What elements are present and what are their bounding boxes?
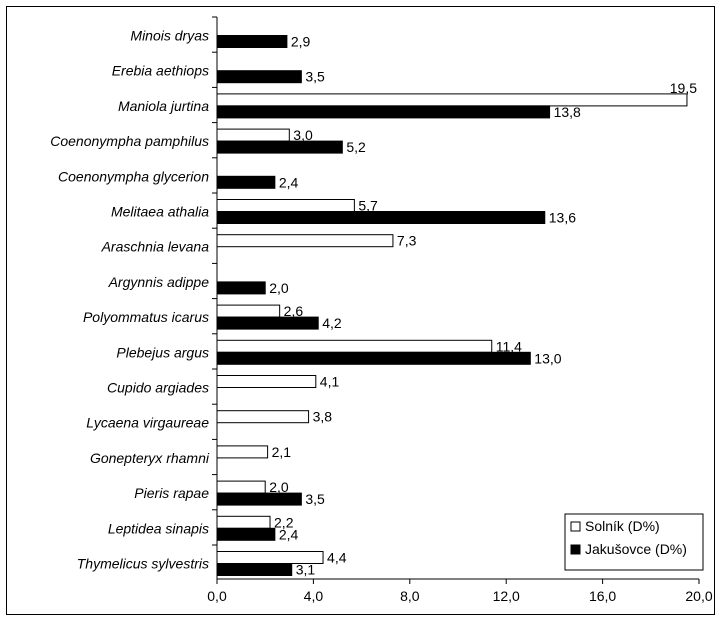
category-label: Pieris rapae	[134, 485, 209, 501]
bar-jakusovce	[216, 211, 546, 224]
category-label: Plebejus argus	[116, 344, 209, 360]
bar-solnik	[216, 480, 266, 494]
bar-solnik	[216, 304, 281, 318]
category-label: Erebia aethiops	[112, 63, 209, 79]
bar-solnik	[216, 445, 269, 459]
category-label: Maniola jurtina	[118, 98, 209, 114]
data-label-solnik: 11,4	[496, 338, 522, 354]
bar-solnik	[216, 339, 493, 353]
data-label-jakusovce: 2,4	[279, 174, 299, 190]
data-label-solnik: 3,0	[293, 127, 313, 143]
x-tick-label: 0,0	[207, 588, 227, 604]
legend-label-solnik: Solník (D%)	[585, 518, 660, 534]
data-label-jakusovce: 3,5	[305, 69, 325, 85]
category-label: Lycaena virgaureae	[86, 415, 209, 431]
legend-swatch-solnik	[570, 521, 581, 532]
bar-jakusovce	[216, 563, 293, 576]
bar-jakusovce	[216, 105, 551, 119]
data-label-solnik: 2,1	[272, 444, 292, 460]
bar-solnik	[216, 375, 317, 388]
bar-jakusovce	[216, 175, 276, 189]
category-label: Melitaea athalia	[111, 204, 209, 220]
data-label-jakusovce: 13,6	[549, 210, 576, 226]
bar-solnik	[216, 199, 355, 212]
category-label: Cupido argiades	[107, 380, 209, 396]
bar-jakusovce	[216, 492, 302, 506]
data-label-solnik: 2,6	[284, 303, 304, 319]
bar-solnik	[216, 93, 688, 107]
legend-label-jakusovce: Jakušovce (D%)	[585, 541, 687, 557]
category-label: Coenonympha pamphilus	[50, 133, 209, 149]
legend-swatch-jakusovce	[570, 544, 581, 555]
bar-jakusovce	[216, 316, 319, 330]
data-label-solnik: 7,3	[397, 233, 417, 249]
category-label: Minois dryas	[130, 28, 209, 44]
data-label-solnik: 5,7	[358, 198, 378, 214]
data-label-solnik: 4,1	[320, 374, 340, 390]
data-label-solnik: 2,2	[274, 514, 294, 530]
category-label: Polyommatus icarus	[83, 309, 209, 325]
data-label-solnik: 2,0	[269, 479, 289, 495]
category-label: Araschnia levana	[101, 239, 210, 255]
bar-solnik	[216, 234, 394, 248]
data-label-jakusovce: 13,0	[534, 350, 561, 366]
bar-jakusovce	[216, 35, 288, 48]
data-label-solnik: 4,4	[327, 550, 347, 566]
legend-box	[564, 513, 704, 571]
data-label-jakusovce: 2,4	[279, 526, 299, 542]
data-label-jakusovce: 5,2	[346, 139, 366, 155]
data-label-solnik: 3,8	[313, 409, 333, 425]
bar-solnik	[216, 515, 271, 529]
data-label-jakusovce: 2,9	[291, 34, 311, 50]
data-label-solnik: 19,5	[670, 80, 697, 96]
category-label: Coenonympha glycerion	[58, 168, 209, 184]
bar-jakusovce	[216, 351, 531, 365]
data-label-jakusovce: 2,0	[269, 280, 289, 296]
bar-jakusovce	[216, 527, 276, 541]
x-tick-label: 16,0	[589, 588, 616, 604]
category-label: Gonepteryx rhamni	[90, 450, 210, 466]
data-label-jakusovce: 3,1	[296, 562, 316, 578]
data-label-jakusovce: 4,2	[322, 315, 342, 331]
bar-jakusovce	[216, 281, 266, 295]
bar-solnik	[216, 128, 290, 142]
x-tick-label: 8,0	[400, 588, 420, 604]
bar-solnik	[216, 410, 310, 424]
bar-jakusovce	[216, 70, 302, 84]
bar-jakusovce	[216, 140, 343, 154]
x-tick-label: 4,0	[304, 588, 324, 604]
data-label-jakusovce: 3,5	[305, 491, 325, 507]
data-label-jakusovce: 13,8	[554, 104, 581, 120]
category-label: Argynnis adippe	[108, 274, 210, 290]
category-label: Thymelicus sylvestris	[77, 556, 209, 572]
category-label: Leptidea sinapis	[108, 520, 209, 536]
x-tick-label: 20,0	[685, 588, 712, 604]
x-tick-label: 12,0	[493, 588, 520, 604]
